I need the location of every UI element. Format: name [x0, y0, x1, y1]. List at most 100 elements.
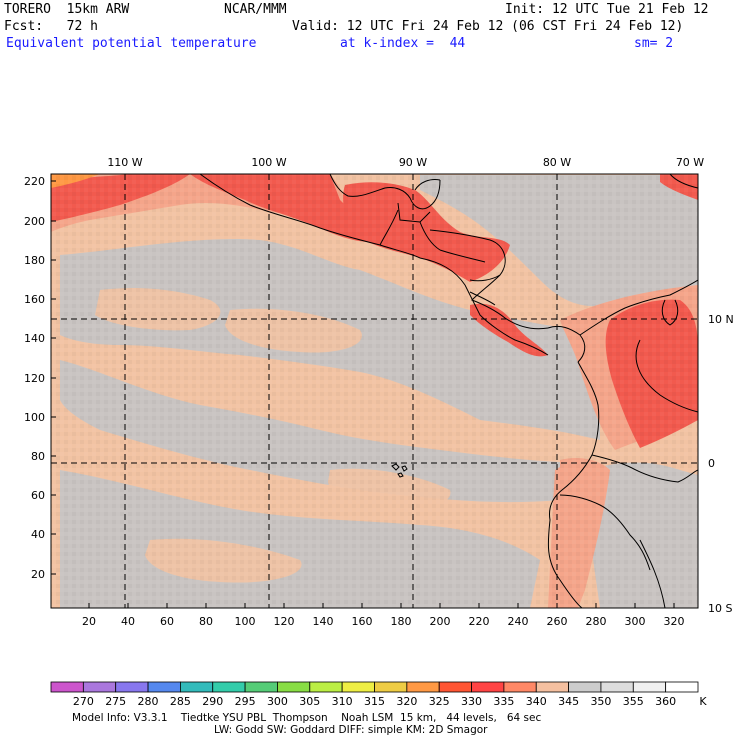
colorbar-tick-label: 315 [364, 695, 385, 708]
x-tick-label: 120 [274, 615, 295, 628]
lon-label: 70 W [676, 156, 704, 169]
bottom-tick-marks [88, 603, 675, 608]
model-info-line2: LW: Godd SW: Goddard DIFF: simple KM: 2D… [214, 724, 488, 736]
colorbar-labels: 270 275 280 285 290 295 300 305 310 315 320 325 330 3… [73, 695, 676, 708]
coastline-lake-maracaibo [661, 299, 679, 326]
colorbar-swatch [212, 681, 246, 693]
colorbar-tick-label: 335 [493, 695, 514, 708]
colorbar-tick-label: 300 [267, 695, 288, 708]
border-colombia-venezuela [635, 339, 698, 413]
x-tick-label: 140 [313, 615, 334, 628]
map-frame [50, 173, 699, 609]
colorbar-swatch [179, 681, 214, 693]
x-tick-label: 200 [430, 615, 451, 628]
graticule [51, 174, 698, 608]
border-peru-brazil [639, 539, 666, 608]
x-tick-label: 220 [469, 615, 490, 628]
border-nicaragua [469, 291, 496, 306]
colorbar-swatch [309, 681, 343, 693]
colorbar-tick-label: 275 [105, 695, 126, 708]
lat-label: 0 [708, 457, 715, 470]
x-tick-label: 80 [199, 615, 213, 628]
init-time: Init: 12 UTC Tue 21 Feb 12 [505, 2, 709, 17]
colorbar-tick-label: 295 [235, 695, 256, 708]
lon-label: 110 W [107, 156, 142, 169]
colorbar-swatch [438, 681, 472, 693]
x-tick-label: 240 [508, 615, 529, 628]
top-longitude-labels: 110 W 100 W 90 W 80 W 70 W [107, 156, 704, 169]
colorbar-tick-label: 325 [429, 695, 450, 708]
border-honduras [439, 249, 501, 282]
border-guatemala [379, 209, 441, 251]
colorbar-tick-label: 350 [590, 695, 611, 708]
colorbar-tick-label: 345 [558, 695, 579, 708]
colorbar-swatch [665, 681, 699, 693]
x-tick-label: 320 [664, 615, 685, 628]
colorbar-tick-label: 285 [170, 695, 191, 708]
coastline-caribbean-ca [429, 229, 549, 330]
y-tick-label: 20 [31, 568, 45, 581]
colorbar-swatch [147, 681, 181, 693]
colorbar-swatch [244, 681, 278, 693]
lon-label: 80 W [543, 156, 571, 169]
colorbar-swatch [50, 681, 84, 693]
colorbar-swatch [277, 681, 311, 693]
x-tick-label: 20 [82, 615, 96, 628]
colorbar-swatch [632, 681, 667, 693]
x-tick-label: 280 [586, 615, 607, 628]
coastline-yucatan [397, 179, 441, 223]
colorbar-tick-label: 340 [526, 695, 547, 708]
coastline-mexico [199, 174, 421, 259]
border-colombia-ecuador [591, 454, 633, 469]
colorbar-swatch [503, 681, 537, 693]
lon-label: 90 W [399, 156, 427, 169]
colorbar-swatch [535, 681, 569, 693]
level-info: at k-index = 44 [340, 36, 466, 51]
coastline-colombia-pacific [547, 361, 600, 608]
center-name: NCAR/MMM [224, 2, 287, 17]
y-tick-label: 160 [24, 293, 45, 306]
x-tick-label: 300 [625, 615, 646, 628]
colorbar-tick-label: 270 [73, 695, 94, 708]
field-shading [51, 174, 698, 608]
coastline-central-america [419, 257, 549, 356]
y-tick-label: 60 [31, 489, 45, 502]
colorbar-swatch [600, 681, 634, 693]
shade-texture [51, 174, 698, 608]
x-tick-label: 100 [235, 615, 256, 628]
smoothing-info: sm= 2 [634, 36, 674, 51]
colorbar-tick-label: 360 [655, 695, 676, 708]
colorbar-swatch [82, 681, 117, 693]
coastlines [199, 174, 698, 608]
colorbar-swatch [115, 681, 149, 693]
left-grid-labels: 220 200 180 160 140 120 100 80 60 40 20 [24, 175, 45, 581]
colorbar-swatch [374, 681, 408, 693]
bottom-grid-labels: 20 40 60 80 100 120 140 160 180 200 220 … [82, 615, 685, 628]
colorbar-tick-label: 330 [461, 695, 482, 708]
x-tick-label: 160 [352, 615, 373, 628]
colorbar-swatch [471, 681, 505, 693]
y-tick-label: 80 [31, 450, 45, 463]
colorbar-swatch [568, 681, 602, 693]
colorbar-tick-label: 290 [202, 695, 223, 708]
x-tick-label: 40 [121, 615, 135, 628]
border-peru-ecuador [559, 494, 651, 571]
colorbar-tick-label: 355 [623, 695, 644, 708]
x-tick-label: 60 [160, 615, 174, 628]
valid-time: Valid: 12 UTC Fri 24 Feb 12 (06 CST Fri … [292, 19, 684, 34]
coastline-caribbean-sa [579, 279, 698, 336]
left-tick-marks [51, 180, 56, 575]
colorbar-tick-label: 280 [138, 695, 159, 708]
y-tick-label: 120 [24, 372, 45, 385]
y-tick-label: 220 [24, 175, 45, 188]
lon-label: 100 W [251, 156, 286, 169]
y-tick-label: 180 [24, 254, 45, 267]
colorbar-tick-label: 305 [299, 695, 320, 708]
x-tick-label: 260 [547, 615, 568, 628]
x-tick-label: 180 [391, 615, 412, 628]
y-tick-label: 140 [24, 332, 45, 345]
y-tick-label: 100 [24, 411, 45, 424]
forecast-hour: Fcst: 72 h [4, 19, 98, 34]
coastline-venezuela-north [669, 174, 698, 189]
field-name: Equivalent potential temperature [6, 36, 257, 51]
